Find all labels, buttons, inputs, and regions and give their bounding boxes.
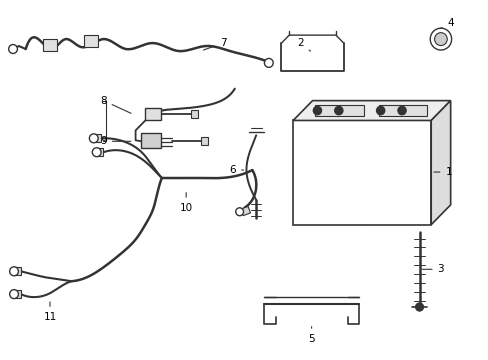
Circle shape xyxy=(415,303,423,311)
Circle shape xyxy=(89,134,98,143)
Text: 2: 2 xyxy=(297,38,310,51)
Text: 4: 4 xyxy=(437,18,453,30)
Circle shape xyxy=(92,148,101,157)
Circle shape xyxy=(334,106,342,115)
Text: 7: 7 xyxy=(203,38,226,50)
Circle shape xyxy=(313,106,321,115)
Circle shape xyxy=(235,208,243,216)
Text: 11: 11 xyxy=(43,302,57,322)
Circle shape xyxy=(9,45,18,54)
Bar xyxy=(292,121,430,225)
Circle shape xyxy=(434,33,447,46)
Polygon shape xyxy=(94,134,101,142)
Circle shape xyxy=(264,58,273,67)
Circle shape xyxy=(10,290,19,298)
Polygon shape xyxy=(201,137,207,145)
Circle shape xyxy=(376,106,384,115)
Text: 10: 10 xyxy=(179,193,192,213)
Bar xyxy=(84,35,98,47)
Bar xyxy=(378,105,427,116)
Text: 5: 5 xyxy=(307,327,314,344)
Polygon shape xyxy=(241,206,250,216)
Bar xyxy=(141,133,161,148)
Text: 1: 1 xyxy=(433,167,451,177)
Bar xyxy=(315,105,364,116)
Text: 3: 3 xyxy=(422,264,443,274)
Text: 6: 6 xyxy=(229,165,243,175)
Bar xyxy=(145,108,161,121)
Polygon shape xyxy=(292,100,450,121)
Polygon shape xyxy=(430,100,450,225)
Polygon shape xyxy=(191,110,198,118)
Circle shape xyxy=(397,106,406,115)
Polygon shape xyxy=(97,148,103,156)
Text: 8: 8 xyxy=(100,96,131,113)
Polygon shape xyxy=(14,290,21,298)
Text: 9: 9 xyxy=(100,136,131,146)
Circle shape xyxy=(10,267,19,276)
Bar xyxy=(43,39,57,51)
Polygon shape xyxy=(14,267,21,275)
Circle shape xyxy=(429,28,451,50)
